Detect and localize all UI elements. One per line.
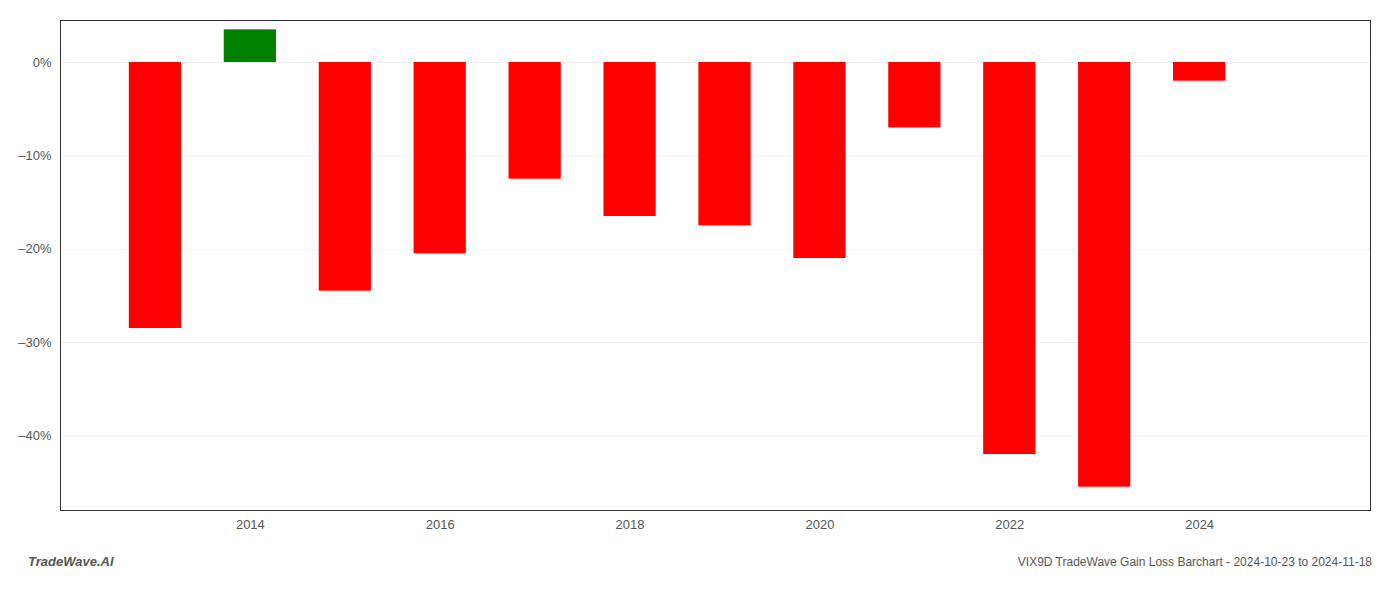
svg-text:2016: 2016 [426, 517, 455, 532]
html-text:TradeWave.AI: TradeWave.AI [28, 554, 114, 569]
svg-text:–30%: –30% [18, 335, 52, 350]
svg-text:2022: 2022 [995, 517, 1024, 532]
svg-text:2020: 2020 [805, 517, 834, 532]
svg-text:–40%: –40% [18, 428, 52, 443]
svg-text:–20%: –20% [18, 241, 52, 256]
svg-text:2024: 2024 [1185, 517, 1214, 532]
html-text:VIX9D TradeWave Gain Loss Barc: VIX9D TradeWave Gain Loss Barchart - 202… [1017, 555, 1372, 569]
svg-text:2018: 2018 [616, 517, 645, 532]
svg-text:–10%: –10% [18, 148, 52, 163]
svg-text:2014: 2014 [236, 517, 265, 532]
svg-text:0%: 0% [33, 55, 52, 70]
